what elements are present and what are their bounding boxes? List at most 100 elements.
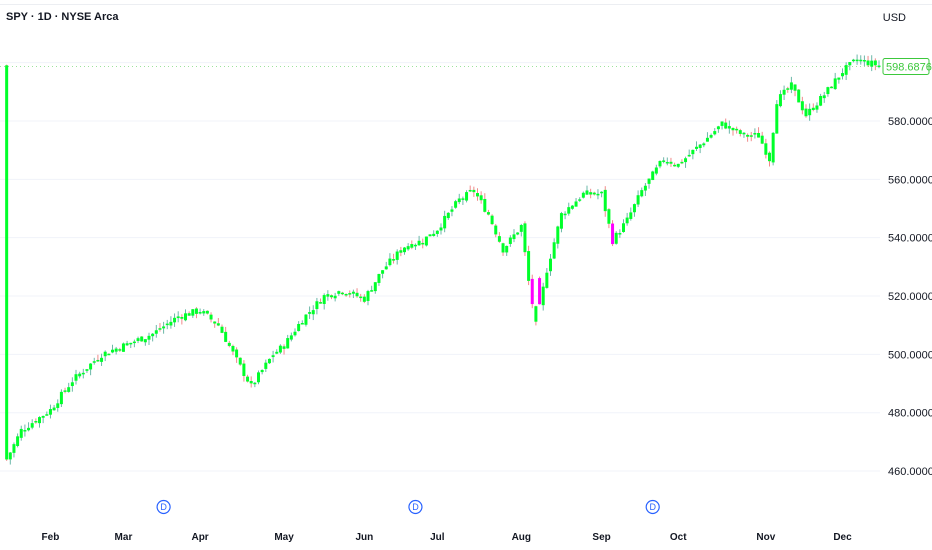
candle-body (297, 323, 301, 332)
candle-body (169, 321, 173, 326)
candle-body (662, 160, 666, 162)
candle-body (497, 236, 501, 242)
candle-body (680, 161, 684, 164)
x-tick-label: Nov (756, 532, 775, 543)
candle-body (330, 295, 333, 298)
candle-body (640, 190, 644, 197)
candle-body (746, 134, 750, 137)
candle-body (348, 293, 352, 295)
candle-body (665, 161, 669, 164)
candle-body (355, 292, 359, 297)
candle-body (625, 217, 629, 224)
candle-body (841, 73, 844, 77)
candle-body (5, 65, 9, 460)
candle-body (716, 126, 720, 130)
candle-body (311, 310, 315, 315)
candle-body (549, 258, 552, 272)
candle-body (833, 78, 837, 90)
dividend-marker-label: D (649, 502, 656, 512)
candle-body (216, 323, 220, 326)
candle-body (505, 245, 509, 253)
candle-body (38, 417, 41, 424)
candle-body (52, 407, 56, 411)
x-tick-label: Apr (191, 532, 208, 543)
candle-body (48, 409, 52, 415)
candle-body (315, 301, 319, 310)
candle-body (618, 233, 622, 235)
candle-body (34, 421, 38, 423)
candle-body (399, 250, 403, 253)
candle-body (859, 59, 863, 62)
candle-body (151, 333, 155, 337)
candle-body (559, 213, 563, 229)
candle-body (158, 328, 162, 330)
candle-body (753, 133, 757, 135)
candle-body (782, 89, 786, 95)
x-tick-label: Sep (592, 532, 610, 543)
candle-body (140, 336, 144, 342)
candle-body (89, 363, 93, 370)
dividend-marker-icon[interactable] (156, 499, 171, 515)
candle-body (403, 247, 406, 253)
candle-body (67, 387, 71, 392)
candle-body (424, 236, 428, 246)
candle-body (114, 348, 118, 352)
x-tick-label: Oct (670, 532, 687, 543)
candle-body (800, 101, 804, 111)
candle-body (96, 359, 100, 362)
candle-body (691, 149, 695, 155)
candle-body (121, 343, 125, 352)
candle-body (629, 212, 633, 219)
candle-body (775, 104, 779, 134)
candle-body (103, 351, 107, 357)
candle-body (377, 273, 381, 283)
candle-body (611, 223, 615, 245)
candle-body (454, 201, 458, 208)
currency-label[interactable]: USD (882, 12, 906, 24)
candle-body (757, 132, 761, 138)
dividend-marker-icon[interactable] (408, 499, 423, 515)
candle-body (78, 373, 82, 377)
candle-body (322, 295, 326, 304)
candle-body (45, 414, 49, 416)
candle-body (278, 345, 282, 353)
candle-body (643, 185, 647, 191)
candle-body (198, 312, 202, 314)
candle-body (494, 225, 498, 235)
candle-body (194, 308, 198, 314)
candle-body (614, 232, 618, 244)
candle-body (253, 382, 257, 385)
candle-body (27, 427, 31, 431)
candle-body (213, 321, 217, 324)
candle-body (12, 444, 16, 453)
candle-body (472, 189, 476, 193)
candle-body (446, 212, 450, 219)
x-tick-label: Mar (115, 532, 133, 543)
candle-body (271, 355, 275, 358)
candle-body (603, 189, 607, 212)
candle-body (304, 314, 308, 325)
dividend-marker-icon[interactable] (645, 499, 660, 515)
candle-body (435, 230, 439, 234)
candle-body (479, 195, 483, 201)
candle-body (289, 335, 293, 340)
candle-body (154, 330, 158, 334)
candle-body (81, 372, 85, 375)
candle-body (100, 357, 104, 362)
candle-body (563, 213, 567, 216)
candle-body (486, 212, 490, 215)
candle-body (819, 95, 823, 106)
candle-body (224, 331, 228, 342)
candle-body (443, 215, 447, 229)
candle-body (585, 190, 589, 195)
candle-body (118, 349, 122, 351)
candle-body (607, 209, 611, 224)
candle-body (808, 108, 812, 116)
candle-body (632, 204, 636, 213)
candle-body (340, 292, 344, 295)
candle-body (388, 258, 392, 266)
x-tick-label: Jun (355, 532, 373, 543)
candle-body (673, 164, 677, 167)
